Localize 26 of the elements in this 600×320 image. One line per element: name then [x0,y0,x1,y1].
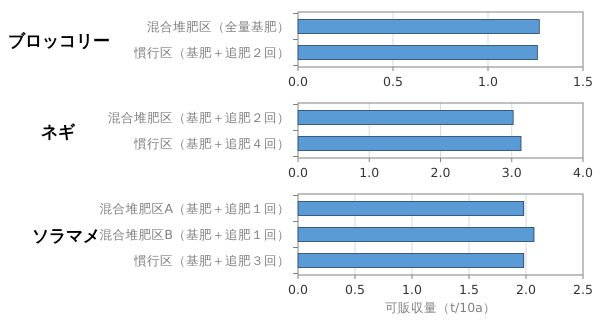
x-tick-label: 2.5 [573,282,593,297]
y-tick-label: 混合堆肥区B（基肥＋追肥１回） [99,227,290,242]
text: ソラマメ [32,226,100,246]
x-tick-label: 1.5 [573,74,593,89]
x-tick-label: 0.5 [383,74,403,89]
y-tick-label: 混合堆肥区A（基肥＋追肥１回） [99,201,290,216]
x-tick-label: 0.5 [345,282,365,297]
x-tick-label: 0.0 [288,282,308,297]
text: ネギ [41,122,76,142]
x-axis-title: 可販収量（t/10a） [385,300,496,315]
y-tick-label: 慣行区（基肥＋追肥３回） [133,253,290,268]
x-tick-label: 1.0 [478,74,498,89]
x-tick-label: 2.0 [516,282,536,297]
x-tick-label: 1.5 [459,282,479,297]
y-tick-label: 慣行区（基肥＋追肥２回） [133,45,290,60]
x-tick-label: 0.0 [288,165,308,180]
x-tick-label: 1.0 [402,282,422,297]
y-tick-label: 混合堆肥区（基肥＋追肥２回） [108,110,290,125]
x-tick-label: 3.0 [502,165,522,180]
y-tick-label: 混合堆肥区（全量基肥） [147,19,290,34]
x-tick-label: 4.0 [573,165,593,180]
x-tick-label: 1.0 [359,165,380,180]
y-tick-label: 慣行区（基肥＋追肥４回） [133,136,290,151]
x-tick-label: 0.0 [288,74,308,89]
x-tick-label: 2.0 [430,165,450,180]
text: ブロッコリー [8,32,110,52]
